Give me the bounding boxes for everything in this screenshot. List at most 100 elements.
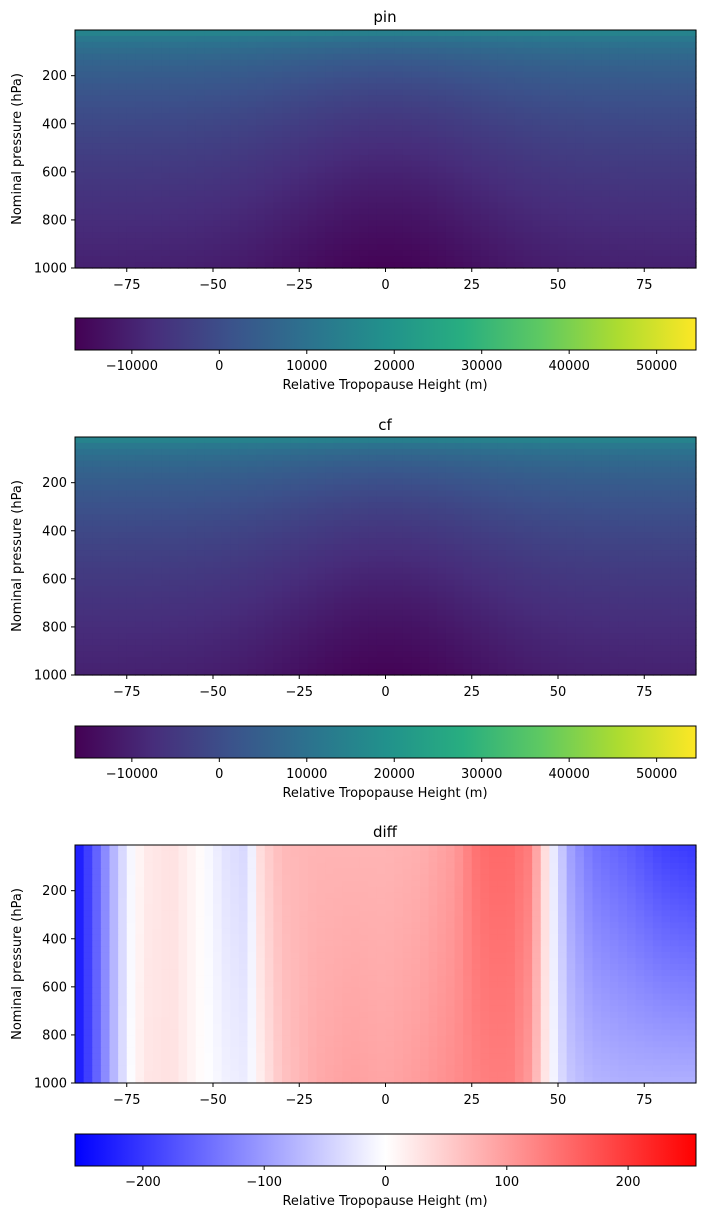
heatmap-cell [178, 244, 188, 251]
heatmap-cell [385, 526, 395, 533]
heatmap-cell [385, 520, 395, 527]
heatmap-cell [402, 95, 412, 102]
heatmap-cell [670, 178, 680, 186]
heatmap-cell [514, 579, 525, 587]
heatmap-cell [333, 89, 343, 97]
heatmap-cell [161, 250, 171, 257]
heatmap-cell [273, 250, 283, 257]
heatmap-cell [325, 496, 335, 504]
heatmap-cell [635, 520, 645, 527]
heatmap-cell [75, 172, 85, 180]
heatmap-cell [497, 597, 507, 605]
heatmap-cell [497, 101, 507, 108]
heatmap-cell [489, 172, 499, 180]
heatmap-cell [178, 502, 188, 509]
heatmap-cell [411, 232, 421, 239]
heatmap-cell [247, 448, 257, 456]
heatmap-cell [566, 89, 576, 97]
heatmap-cell [454, 125, 464, 132]
heatmap-cell [213, 238, 223, 245]
heatmap-cell [454, 244, 464, 251]
heatmap-cell [213, 30, 223, 37]
heatmap-cell [678, 196, 688, 204]
heatmap-cell [437, 262, 447, 269]
heatmap-cell [83, 119, 93, 126]
heatmap-cell [489, 597, 499, 605]
heatmap-cell [592, 202, 602, 210]
heatmap-cell [385, 538, 395, 545]
heatmap-cell [359, 149, 369, 156]
heatmap-cell [609, 460, 619, 468]
heatmap-cell [83, 184, 93, 192]
heatmap-cell [195, 89, 205, 97]
heatmap-cell [549, 77, 559, 85]
heatmap-cell [609, 77, 619, 85]
heatmap-cell [411, 472, 421, 480]
heatmap-cell [144, 53, 154, 61]
heatmap-cell [204, 466, 214, 474]
heatmap-cell [394, 520, 404, 527]
heatmap-cell [497, 520, 507, 527]
heatmap-cell [169, 125, 180, 132]
heatmap-cell [195, 202, 205, 210]
heatmap-cell [290, 71, 300, 79]
heatmap-cell [428, 35, 438, 43]
heatmap-cell [540, 95, 550, 102]
heatmap-cell [169, 550, 180, 557]
heatmap-cell [376, 585, 387, 593]
heatmap-cell [282, 149, 292, 156]
heatmap-cell [290, 472, 300, 480]
heatmap-cell [118, 478, 128, 486]
heatmap-cell [325, 226, 335, 233]
heatmap-cell [376, 196, 387, 204]
heatmap-cell [333, 232, 343, 239]
heatmap-cell [687, 101, 697, 108]
heatmap-cell [687, 472, 697, 480]
heatmap-cell [627, 65, 637, 73]
heatmap-cell [109, 95, 119, 102]
heatmap-cell [256, 585, 266, 593]
heatmap-cell [411, 143, 421, 150]
heatmap-cell [489, 53, 499, 61]
heatmap-cell [489, 561, 499, 569]
heatmap-cell [290, 567, 300, 575]
heatmap-cell [532, 125, 542, 132]
heatmap-cell [230, 35, 240, 43]
heatmap-cell [230, 83, 240, 91]
heatmap-cell [161, 591, 171, 599]
heatmap-cell [540, 585, 550, 593]
heatmap-cell [187, 520, 197, 527]
heatmap-cell [299, 95, 309, 102]
heatmap-cell [213, 502, 223, 509]
heatmap-cell [394, 226, 404, 233]
heatmap-cell [195, 143, 205, 150]
heatmap-cell [342, 196, 352, 204]
heatmap-cell [109, 597, 119, 605]
heatmap-cell [437, 250, 447, 257]
heatmap-cell [445, 490, 456, 498]
heatmap-cell [506, 573, 516, 581]
heatmap-cell [213, 190, 223, 198]
heatmap-cell [514, 502, 525, 509]
heatmap-cell [471, 107, 481, 114]
heatmap-cell [290, 220, 300, 227]
heatmap-cell [497, 77, 507, 85]
heatmap-cell [92, 573, 102, 581]
heatmap-cell [299, 591, 309, 599]
heatmap-cell [316, 256, 326, 263]
heatmap-cell [161, 597, 171, 605]
heatmap-cell [506, 597, 516, 605]
heatmap-cell [618, 95, 628, 102]
heatmap-cell [670, 95, 680, 102]
heatmap-cell [454, 83, 464, 91]
heatmap-cell [333, 238, 343, 245]
heatmap-cell [351, 226, 361, 233]
heatmap-cell [75, 514, 85, 521]
heatmap-cell [92, 71, 102, 79]
heatmap-cell [135, 59, 145, 67]
heatmap-cell [264, 47, 274, 55]
y-axis-label: Nominal pressure (hPa) [10, 73, 25, 225]
heatmap-cell [445, 166, 456, 174]
heatmap-cell [670, 202, 680, 210]
heatmap-cell [678, 154, 688, 162]
